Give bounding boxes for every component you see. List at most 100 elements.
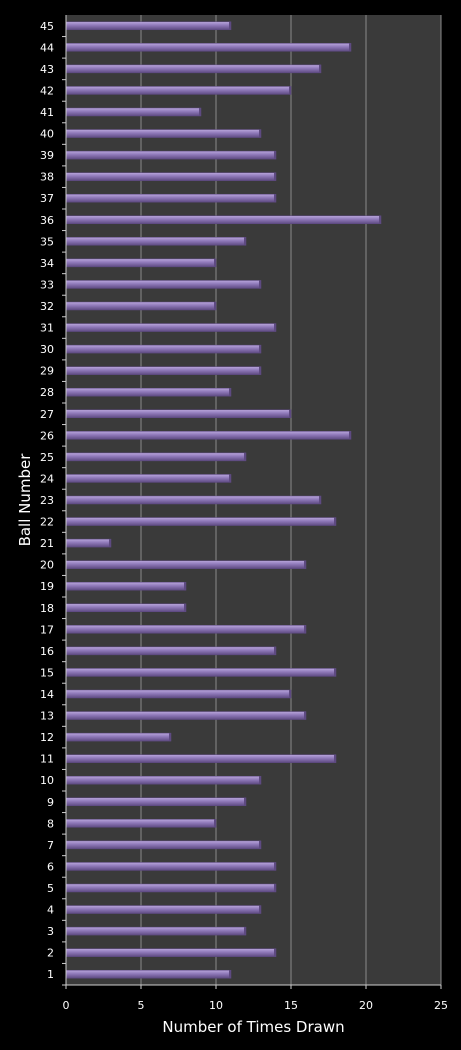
- y-tick-label: 29: [40, 365, 54, 378]
- y-tick-label: 40: [40, 128, 54, 141]
- bar-end-cap: [259, 366, 261, 375]
- bar-ball-33: [65, 280, 262, 289]
- x-tick-label: 25: [434, 999, 448, 1012]
- bar-rect: [65, 560, 307, 569]
- bar-rect: [65, 689, 292, 699]
- y-tick-label: 4: [47, 904, 54, 917]
- bar-rect: [65, 366, 262, 375]
- y-tick-label: 36: [40, 214, 54, 227]
- bar-end-cap: [274, 151, 276, 160]
- bar-rect: [65, 280, 262, 289]
- bar-rect: [65, 668, 337, 677]
- y-tick-label: 3: [47, 925, 54, 938]
- bar-ball-5: [65, 883, 277, 893]
- bar-rect: [65, 64, 322, 74]
- bar-rect: [65, 258, 217, 268]
- bar-end-cap: [274, 646, 276, 655]
- bar-end-cap: [259, 776, 261, 785]
- bar-ball-15: [65, 668, 337, 677]
- y-tick-label: 37: [40, 192, 54, 205]
- bar-end-cap: [274, 172, 276, 181]
- bar-end-cap: [304, 711, 306, 720]
- bar-rect: [65, 431, 352, 440]
- y-tick-label: 17: [40, 623, 54, 636]
- bar-ball-1: [65, 969, 232, 979]
- bar-ball-27: [65, 409, 292, 419]
- bar-rect: [65, 129, 262, 138]
- bar-end-cap: [229, 388, 231, 397]
- bar-end-cap: [304, 560, 306, 569]
- bar-ball-39: [65, 150, 277, 160]
- bar-rect: [65, 301, 217, 311]
- bar-rect: [65, 646, 277, 656]
- bar-rect: [65, 517, 337, 526]
- bar-ball-22: [65, 517, 337, 526]
- y-tick-label: 31: [40, 322, 54, 335]
- bar-rect: [65, 840, 262, 850]
- bar-end-cap: [214, 258, 216, 267]
- bar-ball-40: [65, 129, 262, 138]
- bar-end-cap: [244, 237, 246, 246]
- bar-end-cap: [184, 603, 186, 612]
- bar-end-cap: [274, 862, 276, 871]
- bar-rect: [65, 43, 352, 52]
- x-tick-label: 10: [209, 999, 223, 1012]
- y-tick-label: 12: [40, 731, 54, 744]
- y-tick-label: 10: [40, 774, 54, 787]
- bar-ball-20: [65, 560, 307, 569]
- bar-end-cap: [304, 625, 306, 634]
- bar-end-cap: [244, 797, 246, 806]
- y-tick-label: 44: [40, 41, 54, 54]
- y-tick-label: 22: [40, 516, 54, 529]
- y-tick-label: 39: [40, 149, 54, 162]
- y-tick-label: 33: [40, 278, 54, 291]
- y-tick-label: 15: [40, 666, 54, 679]
- bar-ball-38: [65, 172, 277, 181]
- bar-ball-9: [65, 797, 247, 807]
- bar-ball-32: [65, 301, 217, 311]
- bar-rect: [65, 107, 202, 117]
- bar-ball-35: [65, 237, 247, 246]
- bar-rect: [65, 862, 277, 871]
- bar-ball-3: [65, 926, 247, 936]
- bar-rect: [65, 21, 232, 31]
- bar-rect: [65, 926, 247, 936]
- bar-ball-16: [65, 646, 277, 656]
- y-tick-label: 28: [40, 386, 54, 399]
- bar-ball-26: [65, 431, 352, 440]
- y-tick-labels: 1234567891011121314151617181920212223242…: [40, 20, 66, 986]
- bar-rect: [65, 538, 112, 548]
- y-tick-label: 24: [40, 472, 54, 485]
- y-tick-label: 35: [40, 235, 54, 248]
- bar-ball-17: [65, 625, 307, 634]
- bar-end-cap: [214, 819, 216, 828]
- bar-rect: [65, 625, 307, 634]
- bar-end-cap: [199, 108, 201, 116]
- bar-end-cap: [319, 496, 321, 504]
- bar-end-cap: [229, 21, 231, 30]
- bar-end-cap: [259, 129, 261, 138]
- bar-rect: [65, 495, 322, 505]
- bar-rect: [65, 732, 172, 742]
- bar-ball-43: [65, 64, 322, 74]
- bar-end-cap: [334, 754, 336, 763]
- bar-ball-10: [65, 775, 262, 785]
- bar-rect: [65, 215, 382, 225]
- y-tick-label: 13: [40, 710, 54, 723]
- bar-end-cap: [229, 474, 231, 483]
- bar-ball-41: [65, 107, 202, 117]
- bar-rect: [65, 150, 277, 160]
- bar-end-cap: [259, 840, 261, 849]
- bar-rect: [65, 883, 277, 893]
- bar-ball-34: [65, 258, 217, 268]
- bar-rect: [65, 603, 187, 613]
- bar-end-cap: [289, 86, 291, 95]
- y-tick-label: 30: [40, 343, 54, 356]
- bar-end-cap: [259, 905, 261, 914]
- bar-ball-7: [65, 840, 262, 850]
- y-tick-label: 11: [40, 753, 54, 766]
- y-tick-label: 5: [47, 882, 54, 895]
- bar-end-cap: [319, 64, 321, 73]
- bar-end-cap: [349, 431, 351, 440]
- y-tick-label: 42: [40, 84, 54, 97]
